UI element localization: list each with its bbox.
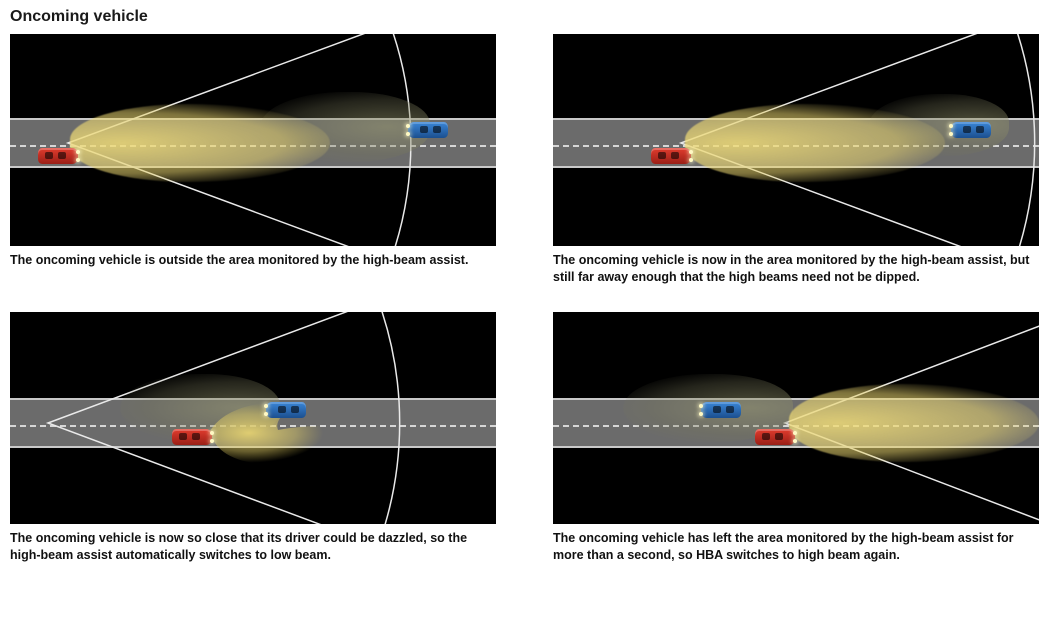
headlight-icon bbox=[264, 404, 268, 408]
low-beam bbox=[10, 312, 496, 524]
panel-3-caption: The oncoming vehicle is now so close tha… bbox=[10, 530, 497, 564]
panel-4: The oncoming vehicle has left the area m… bbox=[553, 312, 1040, 564]
headlight-icon bbox=[699, 404, 703, 408]
panel-2-caption: The oncoming vehicle is now in the area … bbox=[553, 252, 1040, 286]
high-beam bbox=[789, 384, 1039, 462]
diagram-grid: The oncoming vehicle is outside the area… bbox=[10, 34, 1040, 564]
oncoming-car bbox=[266, 402, 306, 418]
high-beam bbox=[70, 104, 330, 182]
panel-1-scene bbox=[10, 34, 496, 246]
high-beam bbox=[685, 104, 945, 182]
headlight-icon bbox=[76, 150, 80, 154]
headlight-icon bbox=[210, 431, 214, 435]
headlight-icon bbox=[689, 158, 693, 162]
headlight-icon bbox=[699, 412, 703, 416]
panel-4-scene bbox=[553, 312, 1039, 524]
panel-4-caption: The oncoming vehicle has left the area m… bbox=[553, 530, 1040, 564]
headlight-icon bbox=[793, 431, 797, 435]
panel-2: The oncoming vehicle is now in the area … bbox=[553, 34, 1040, 286]
headlight-icon bbox=[76, 158, 80, 162]
ego-car bbox=[172, 429, 212, 445]
panel-3: The oncoming vehicle is now so close tha… bbox=[10, 312, 497, 564]
headlight-icon bbox=[210, 439, 214, 443]
headlight-icon bbox=[689, 150, 693, 154]
headlight-icon bbox=[264, 412, 268, 416]
oncoming-car bbox=[408, 122, 448, 138]
panel-1-caption: The oncoming vehicle is outside the area… bbox=[10, 252, 497, 269]
headlight-icon bbox=[949, 132, 953, 136]
panel-2-scene bbox=[553, 34, 1039, 246]
panel-3-scene bbox=[10, 312, 496, 524]
oncoming-car bbox=[951, 122, 991, 138]
page-title: Oncoming vehicle bbox=[10, 8, 1040, 26]
panel-1: The oncoming vehicle is outside the area… bbox=[10, 34, 497, 286]
ego-car bbox=[651, 148, 691, 164]
headlight-icon bbox=[406, 132, 410, 136]
ego-car bbox=[38, 148, 78, 164]
headlight-icon bbox=[793, 439, 797, 443]
headlight-icon bbox=[406, 124, 410, 128]
ego-car bbox=[755, 429, 795, 445]
oncoming-car bbox=[701, 402, 741, 418]
headlight-icon bbox=[949, 124, 953, 128]
